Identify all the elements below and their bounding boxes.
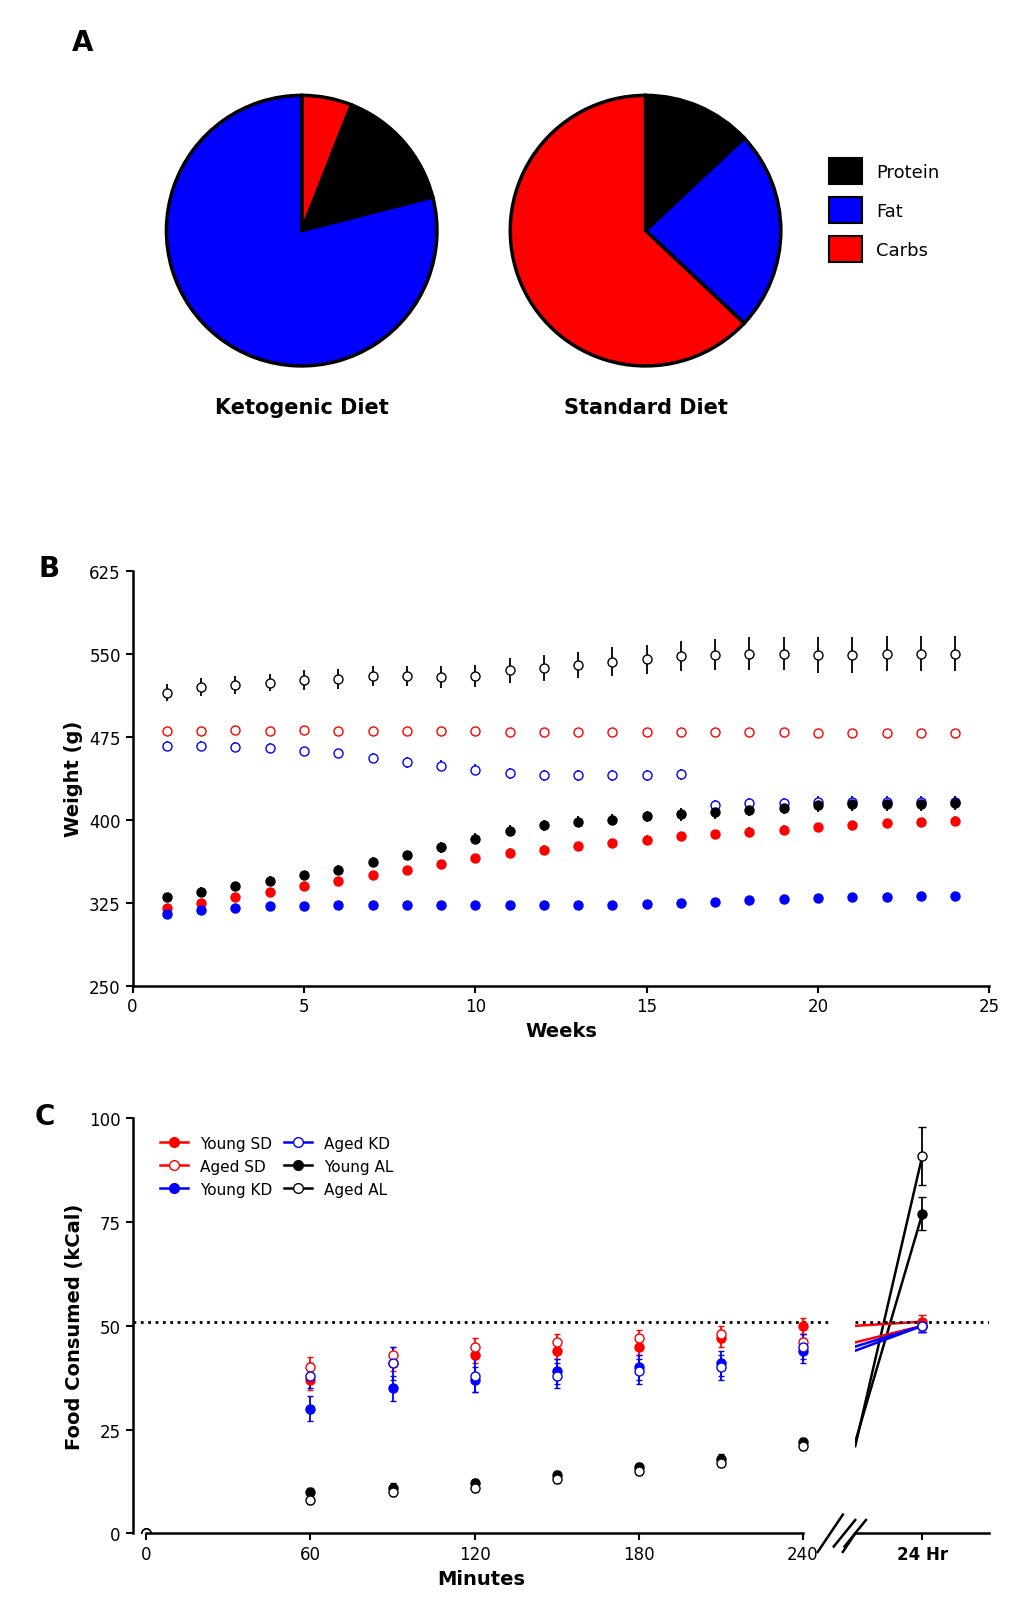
Legend: Young SD, Aged SD, Young KD, Aged KD, Young AL, Aged AL: Young SD, Aged SD, Young KD, Aged KD, Yo… [154,1130,399,1202]
Text: A: A [71,29,93,56]
Y-axis label: Food Consumed (kCal): Food Consumed (kCal) [64,1202,84,1449]
Title: Ketogenic Diet: Ketogenic Diet [215,397,388,418]
Text: C: C [35,1102,55,1130]
Wedge shape [645,139,781,324]
Legend: Protein, Fat, Carbs: Protein, Fat, Carbs [828,158,938,263]
Wedge shape [645,97,744,231]
Wedge shape [166,97,436,366]
Text: B: B [39,555,59,583]
Title: Standard Diet: Standard Diet [564,397,727,418]
Wedge shape [302,97,352,231]
Wedge shape [510,97,744,366]
X-axis label: Weeks: Weeks [525,1022,596,1041]
Wedge shape [302,107,432,231]
X-axis label: Minutes: Minutes [437,1569,525,1588]
Y-axis label: Weight (g): Weight (g) [64,721,84,836]
